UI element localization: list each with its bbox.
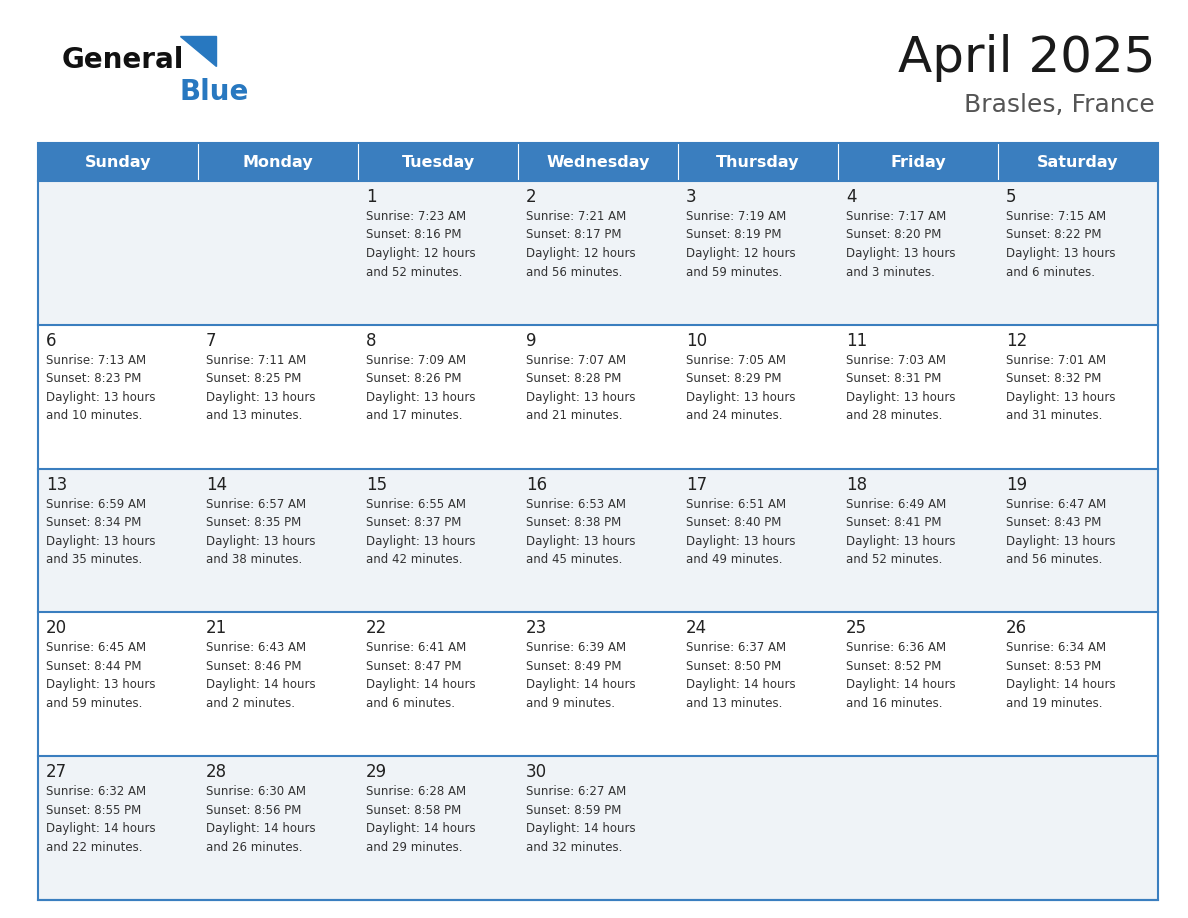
Text: Blue: Blue bbox=[181, 78, 249, 106]
Bar bbox=[38, 143, 198, 181]
Text: Sunrise: 6:37 AM
Sunset: 8:50 PM
Daylight: 14 hours
and 13 minutes.: Sunrise: 6:37 AM Sunset: 8:50 PM Dayligh… bbox=[685, 642, 796, 710]
Bar bbox=[38, 468, 1158, 612]
Text: Sunrise: 6:27 AM
Sunset: 8:59 PM
Daylight: 14 hours
and 32 minutes.: Sunrise: 6:27 AM Sunset: 8:59 PM Dayligh… bbox=[526, 785, 636, 854]
Text: Sunrise: 7:21 AM
Sunset: 8:17 PM
Daylight: 12 hours
and 56 minutes.: Sunrise: 7:21 AM Sunset: 8:17 PM Dayligh… bbox=[526, 210, 636, 278]
Text: 29: 29 bbox=[366, 763, 387, 781]
Text: General: General bbox=[62, 46, 184, 74]
Text: Sunrise: 6:49 AM
Sunset: 8:41 PM
Daylight: 13 hours
and 52 minutes.: Sunrise: 6:49 AM Sunset: 8:41 PM Dayligh… bbox=[846, 498, 955, 566]
Bar bbox=[838, 143, 998, 181]
Text: Sunrise: 7:01 AM
Sunset: 8:32 PM
Daylight: 13 hours
and 31 minutes.: Sunrise: 7:01 AM Sunset: 8:32 PM Dayligh… bbox=[1006, 353, 1116, 422]
Bar bbox=[38, 756, 1158, 900]
Text: Sunrise: 7:09 AM
Sunset: 8:26 PM
Daylight: 13 hours
and 17 minutes.: Sunrise: 7:09 AM Sunset: 8:26 PM Dayligh… bbox=[366, 353, 475, 422]
Text: Sunrise: 6:55 AM
Sunset: 8:37 PM
Daylight: 13 hours
and 42 minutes.: Sunrise: 6:55 AM Sunset: 8:37 PM Dayligh… bbox=[366, 498, 475, 566]
Text: 2: 2 bbox=[526, 188, 537, 206]
Text: 25: 25 bbox=[846, 620, 867, 637]
Text: 10: 10 bbox=[685, 331, 707, 350]
Bar bbox=[678, 143, 838, 181]
Text: 26: 26 bbox=[1006, 620, 1028, 637]
Text: 28: 28 bbox=[206, 763, 227, 781]
Text: 15: 15 bbox=[366, 476, 387, 494]
Text: 23: 23 bbox=[526, 620, 548, 637]
Bar bbox=[518, 143, 678, 181]
Text: Sunrise: 7:05 AM
Sunset: 8:29 PM
Daylight: 13 hours
and 24 minutes.: Sunrise: 7:05 AM Sunset: 8:29 PM Dayligh… bbox=[685, 353, 796, 422]
Text: Sunrise: 6:53 AM
Sunset: 8:38 PM
Daylight: 13 hours
and 45 minutes.: Sunrise: 6:53 AM Sunset: 8:38 PM Dayligh… bbox=[526, 498, 636, 566]
Text: Sunrise: 7:17 AM
Sunset: 8:20 PM
Daylight: 13 hours
and 3 minutes.: Sunrise: 7:17 AM Sunset: 8:20 PM Dayligh… bbox=[846, 210, 955, 278]
Text: Tuesday: Tuesday bbox=[402, 154, 474, 170]
Text: Sunrise: 6:59 AM
Sunset: 8:34 PM
Daylight: 13 hours
and 35 minutes.: Sunrise: 6:59 AM Sunset: 8:34 PM Dayligh… bbox=[46, 498, 156, 566]
Text: 24: 24 bbox=[685, 620, 707, 637]
Text: Sunday: Sunday bbox=[84, 154, 151, 170]
Text: Wednesday: Wednesday bbox=[546, 154, 650, 170]
Text: 6: 6 bbox=[46, 331, 57, 350]
Text: Sunrise: 7:23 AM
Sunset: 8:16 PM
Daylight: 12 hours
and 52 minutes.: Sunrise: 7:23 AM Sunset: 8:16 PM Dayligh… bbox=[366, 210, 475, 278]
Text: Sunrise: 6:47 AM
Sunset: 8:43 PM
Daylight: 13 hours
and 56 minutes.: Sunrise: 6:47 AM Sunset: 8:43 PM Dayligh… bbox=[1006, 498, 1116, 566]
Text: 11: 11 bbox=[846, 331, 867, 350]
Text: Sunrise: 7:15 AM
Sunset: 8:22 PM
Daylight: 13 hours
and 6 minutes.: Sunrise: 7:15 AM Sunset: 8:22 PM Dayligh… bbox=[1006, 210, 1116, 278]
Text: 1: 1 bbox=[366, 188, 377, 206]
Text: 22: 22 bbox=[366, 620, 387, 637]
Text: Sunrise: 6:34 AM
Sunset: 8:53 PM
Daylight: 14 hours
and 19 minutes.: Sunrise: 6:34 AM Sunset: 8:53 PM Dayligh… bbox=[1006, 642, 1116, 710]
Text: Sunrise: 7:11 AM
Sunset: 8:25 PM
Daylight: 13 hours
and 13 minutes.: Sunrise: 7:11 AM Sunset: 8:25 PM Dayligh… bbox=[206, 353, 316, 422]
Bar bbox=[38, 181, 1158, 325]
Bar bbox=[38, 143, 1158, 900]
Polygon shape bbox=[181, 36, 216, 66]
Bar bbox=[38, 612, 1158, 756]
Text: Sunrise: 6:51 AM
Sunset: 8:40 PM
Daylight: 13 hours
and 49 minutes.: Sunrise: 6:51 AM Sunset: 8:40 PM Dayligh… bbox=[685, 498, 796, 566]
Text: April 2025: April 2025 bbox=[897, 34, 1155, 82]
Text: 4: 4 bbox=[846, 188, 857, 206]
Text: Sunrise: 6:45 AM
Sunset: 8:44 PM
Daylight: 13 hours
and 59 minutes.: Sunrise: 6:45 AM Sunset: 8:44 PM Dayligh… bbox=[46, 642, 156, 710]
Text: 16: 16 bbox=[526, 476, 548, 494]
Text: 17: 17 bbox=[685, 476, 707, 494]
Text: Thursday: Thursday bbox=[716, 154, 800, 170]
Bar bbox=[358, 143, 518, 181]
Text: 21: 21 bbox=[206, 620, 227, 637]
Text: Sunrise: 6:30 AM
Sunset: 8:56 PM
Daylight: 14 hours
and 26 minutes.: Sunrise: 6:30 AM Sunset: 8:56 PM Dayligh… bbox=[206, 785, 316, 854]
Text: 12: 12 bbox=[1006, 331, 1028, 350]
Text: Sunrise: 7:13 AM
Sunset: 8:23 PM
Daylight: 13 hours
and 10 minutes.: Sunrise: 7:13 AM Sunset: 8:23 PM Dayligh… bbox=[46, 353, 156, 422]
Text: Saturday: Saturday bbox=[1037, 154, 1119, 170]
Bar bbox=[38, 325, 1158, 468]
Text: 3: 3 bbox=[685, 188, 696, 206]
Text: Sunrise: 6:32 AM
Sunset: 8:55 PM
Daylight: 14 hours
and 22 minutes.: Sunrise: 6:32 AM Sunset: 8:55 PM Dayligh… bbox=[46, 785, 156, 854]
Text: 30: 30 bbox=[526, 763, 548, 781]
Text: Sunrise: 6:41 AM
Sunset: 8:47 PM
Daylight: 14 hours
and 6 minutes.: Sunrise: 6:41 AM Sunset: 8:47 PM Dayligh… bbox=[366, 642, 475, 710]
Text: Sunrise: 6:36 AM
Sunset: 8:52 PM
Daylight: 14 hours
and 16 minutes.: Sunrise: 6:36 AM Sunset: 8:52 PM Dayligh… bbox=[846, 642, 955, 710]
Text: Friday: Friday bbox=[890, 154, 946, 170]
Text: 8: 8 bbox=[366, 331, 377, 350]
Text: 14: 14 bbox=[206, 476, 227, 494]
Text: 27: 27 bbox=[46, 763, 68, 781]
Text: Sunrise: 6:28 AM
Sunset: 8:58 PM
Daylight: 14 hours
and 29 minutes.: Sunrise: 6:28 AM Sunset: 8:58 PM Dayligh… bbox=[366, 785, 475, 854]
Text: 13: 13 bbox=[46, 476, 68, 494]
Text: Monday: Monday bbox=[242, 154, 314, 170]
Text: Sunrise: 7:19 AM
Sunset: 8:19 PM
Daylight: 12 hours
and 59 minutes.: Sunrise: 7:19 AM Sunset: 8:19 PM Dayligh… bbox=[685, 210, 796, 278]
Text: 9: 9 bbox=[526, 331, 537, 350]
Text: Brasles, France: Brasles, France bbox=[965, 93, 1155, 117]
Text: 5: 5 bbox=[1006, 188, 1017, 206]
Text: Sunrise: 7:07 AM
Sunset: 8:28 PM
Daylight: 13 hours
and 21 minutes.: Sunrise: 7:07 AM Sunset: 8:28 PM Dayligh… bbox=[526, 353, 636, 422]
Text: Sunrise: 6:57 AM
Sunset: 8:35 PM
Daylight: 13 hours
and 38 minutes.: Sunrise: 6:57 AM Sunset: 8:35 PM Dayligh… bbox=[206, 498, 316, 566]
Text: Sunrise: 7:03 AM
Sunset: 8:31 PM
Daylight: 13 hours
and 28 minutes.: Sunrise: 7:03 AM Sunset: 8:31 PM Dayligh… bbox=[846, 353, 955, 422]
Text: 19: 19 bbox=[1006, 476, 1028, 494]
Bar bbox=[198, 143, 358, 181]
Bar bbox=[998, 143, 1158, 181]
Text: Sunrise: 6:43 AM
Sunset: 8:46 PM
Daylight: 14 hours
and 2 minutes.: Sunrise: 6:43 AM Sunset: 8:46 PM Dayligh… bbox=[206, 642, 316, 710]
Text: 7: 7 bbox=[206, 331, 216, 350]
Text: Sunrise: 6:39 AM
Sunset: 8:49 PM
Daylight: 14 hours
and 9 minutes.: Sunrise: 6:39 AM Sunset: 8:49 PM Dayligh… bbox=[526, 642, 636, 710]
Text: 18: 18 bbox=[846, 476, 867, 494]
Text: 20: 20 bbox=[46, 620, 68, 637]
